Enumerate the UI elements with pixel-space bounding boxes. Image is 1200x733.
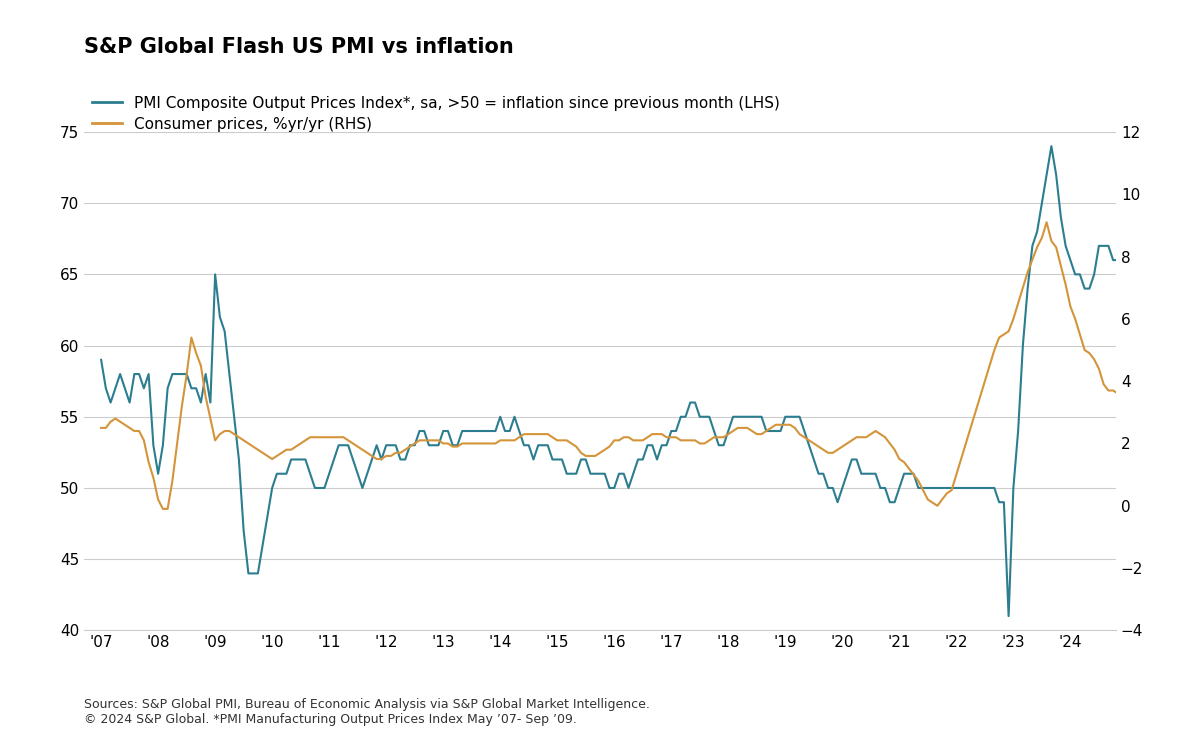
Consumer prices, %yr/yr (RHS) <box>175 402 190 410</box>
Consumer prices, %yr/yr (RHS) <box>280 446 294 454</box>
Consumer prices, %yr/yr (RHS) <box>1039 218 1054 226</box>
Consumer prices, %yr/yr (RHS) <box>142 457 156 467</box>
Consumer prices, %yr/yr (RHS) <box>484 439 498 448</box>
Consumer prices, %yr/yr (RHS) <box>156 504 170 513</box>
Consumer prices, %yr/yr (RHS) <box>1158 417 1172 426</box>
PMI Composite Output Prices Index*, sa, >50 = inflation since previous month (LHS) <box>1002 612 1016 621</box>
PMI Composite Output Prices Index*, sa, >50 = inflation since previous month (LHS) <box>1158 384 1172 393</box>
PMI Composite Output Prices Index*, sa, >50 = inflation since previous month (LHS) <box>142 369 156 378</box>
Text: Sources: S&P Global PMI, Bureau of Economic Analysis via S&P Global Market Intel: Sources: S&P Global PMI, Bureau of Econo… <box>84 698 650 726</box>
PMI Composite Output Prices Index*, sa, >50 = inflation since previous month (LHS) <box>845 455 859 464</box>
PMI Composite Output Prices Index*, sa, >50 = inflation since previous month (LHS) <box>275 469 289 478</box>
PMI Composite Output Prices Index*, sa, >50 = inflation since previous month (LHS) <box>170 369 185 378</box>
Legend: PMI Composite Output Prices Index*, sa, >50 = inflation since previous month (LH: PMI Composite Output Prices Index*, sa, … <box>91 95 780 132</box>
Consumer prices, %yr/yr (RHS) <box>850 432 864 441</box>
PMI Composite Output Prices Index*, sa, >50 = inflation since previous month (LHS) <box>1044 141 1058 150</box>
Line: PMI Composite Output Prices Index*, sa, >50 = inflation since previous month (LHS): PMI Composite Output Prices Index*, sa, … <box>101 146 1200 616</box>
Consumer prices, %yr/yr (RHS) <box>94 424 108 432</box>
Line: Consumer prices, %yr/yr (RHS): Consumer prices, %yr/yr (RHS) <box>101 222 1200 509</box>
PMI Composite Output Prices Index*, sa, >50 = inflation since previous month (LHS) <box>94 356 108 364</box>
Text: S&P Global Flash US PMI vs inflation: S&P Global Flash US PMI vs inflation <box>84 37 514 56</box>
PMI Composite Output Prices Index*, sa, >50 = inflation since previous month (LHS) <box>479 427 493 435</box>
